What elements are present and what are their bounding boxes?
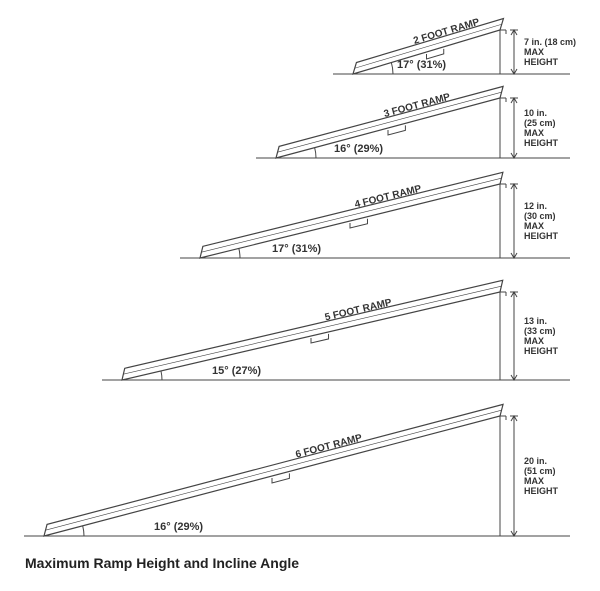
height-label: 20 in. bbox=[524, 456, 547, 466]
height-label: HEIGHT bbox=[524, 57, 559, 67]
height-label: HEIGHT bbox=[524, 346, 559, 356]
height-label: MAX bbox=[524, 336, 544, 346]
height-label: MAX bbox=[524, 221, 544, 231]
angle-label: 16° (29%) bbox=[154, 521, 203, 533]
height-label: (33 cm) bbox=[524, 326, 556, 336]
height-label: MAX bbox=[524, 128, 544, 138]
ramp-3: 12 in.(30 cm)MAXHEIGHT17° (31%)4 FOOT RA… bbox=[180, 172, 570, 258]
height-label: (25 cm) bbox=[524, 118, 556, 128]
angle-arc bbox=[161, 371, 162, 380]
height-label: 13 in. bbox=[524, 316, 547, 326]
height-label: MAX bbox=[524, 476, 544, 486]
ramp-4: 13 in.(33 cm)MAXHEIGHT15° (27%)5 FOOT RA… bbox=[102, 280, 570, 380]
height-label: 7 in. (18 cm) bbox=[524, 37, 576, 47]
angle-label: 15° (27%) bbox=[212, 365, 261, 377]
ramp-diagram-svg: 7 in. (18 cm)MAXHEIGHT17° (31%)2 FOOT RA… bbox=[0, 0, 600, 591]
diagram-stage: 7 in. (18 cm)MAXHEIGHT17° (31%)2 FOOT RA… bbox=[0, 0, 600, 591]
ramp-1: 7 in. (18 cm)MAXHEIGHT17° (31%)2 FOOT RA… bbox=[333, 17, 576, 74]
height-label: HEIGHT bbox=[524, 138, 559, 148]
height-label: MAX bbox=[524, 47, 544, 57]
angle-label: 17° (31%) bbox=[272, 243, 321, 255]
height-label: (30 cm) bbox=[524, 211, 556, 221]
caption-text: Maximum Ramp Height and Incline Angle bbox=[25, 555, 299, 571]
height-label: HEIGHT bbox=[524, 231, 559, 241]
angle-arc bbox=[83, 526, 84, 536]
angle-arc bbox=[391, 63, 393, 74]
angle-arc bbox=[315, 148, 316, 158]
ramp-2: 10 in.(25 cm)MAXHEIGHT16° (29%)3 FOOT RA… bbox=[256, 86, 570, 158]
angle-arc bbox=[239, 248, 240, 258]
angle-label: 17° (31%) bbox=[397, 59, 446, 71]
height-label: 12 in. bbox=[524, 201, 547, 211]
angle-label: 16° (29%) bbox=[334, 143, 383, 155]
height-label: 10 in. bbox=[524, 108, 547, 118]
height-label: (51 cm) bbox=[524, 466, 556, 476]
ramp-5: 20 in.(51 cm)MAXHEIGHT16° (29%)6 FOOT RA… bbox=[24, 404, 570, 536]
height-label: HEIGHT bbox=[524, 486, 559, 496]
